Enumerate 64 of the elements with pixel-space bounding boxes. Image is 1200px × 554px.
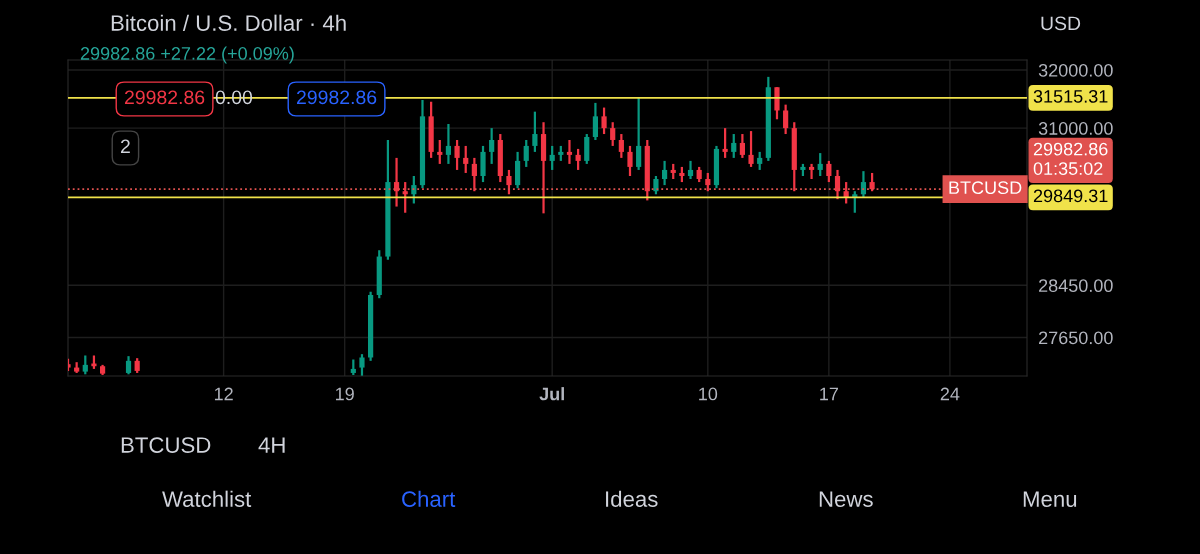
candlestick bbox=[748, 129, 754, 169]
chart-title: Bitcoin / U.S. Dollar · 4h bbox=[111, 14, 346, 31]
candlestick bbox=[808, 162, 815, 181]
text: Chart bbox=[402, 490, 456, 507]
candlestick bbox=[584, 132, 590, 166]
candlestick bbox=[463, 144, 469, 175]
annotation: 29982.86 bbox=[124, 90, 205, 105]
x-tick-label: 10 bbox=[699, 387, 718, 401]
candlestick bbox=[532, 110, 538, 154]
candlestick bbox=[739, 132, 745, 159]
candlestick bbox=[437, 138, 443, 166]
candlestick bbox=[610, 121, 616, 148]
candlestick bbox=[774, 86, 780, 121]
chart-subtitle: 29982.86 +27.22 (+0.09%) bbox=[80, 46, 294, 64]
x-tick-label: 17 bbox=[820, 387, 838, 401]
ref-line-label: 29849.31 bbox=[1033, 189, 1108, 203]
candlestick bbox=[869, 171, 875, 193]
text: Menu bbox=[1023, 491, 1077, 507]
candlestick bbox=[653, 174, 659, 196]
candlestick bbox=[783, 103, 789, 136]
candlestick bbox=[757, 150, 763, 172]
candlestick bbox=[549, 144, 555, 172]
candlestick bbox=[817, 151, 823, 178]
candlestick bbox=[618, 132, 624, 159]
x-tick-label: 24 bbox=[940, 387, 960, 401]
candlestick bbox=[627, 144, 633, 178]
annotation: BTCUSD bbox=[949, 181, 1022, 195]
candlestick bbox=[592, 101, 599, 142]
text: Watchlist bbox=[162, 490, 252, 507]
candlestick bbox=[471, 156, 477, 193]
annotation: 2 bbox=[120, 139, 130, 154]
ref-line-label: 31515.31 bbox=[1033, 89, 1108, 103]
candlestick bbox=[506, 168, 512, 196]
x-tick-label: Jul bbox=[539, 387, 564, 401]
candlestick bbox=[601, 106, 607, 136]
y-tick-label: 28450.00 bbox=[1039, 279, 1113, 293]
candlestick bbox=[575, 147, 581, 172]
candlestick bbox=[454, 138, 460, 172]
text: News bbox=[819, 491, 873, 507]
candlestick bbox=[636, 96, 642, 172]
text: USD bbox=[1041, 16, 1081, 31]
y-tick-label: 31000.00 bbox=[1038, 122, 1113, 135]
y-tick-label: 32000.00 bbox=[1038, 63, 1113, 77]
x-tick-label: 19 bbox=[336, 387, 354, 401]
candlestick bbox=[359, 353, 365, 376]
candlestick bbox=[687, 159, 694, 181]
annotation: 29982.86 bbox=[296, 90, 377, 105]
text: BTCUSD bbox=[121, 437, 211, 453]
candlestick bbox=[705, 171, 711, 193]
candlestick bbox=[661, 159, 668, 187]
x-tick-label: 12 bbox=[214, 387, 233, 401]
text: 4H bbox=[258, 437, 285, 453]
ref-line-label: 29982.86 01:35:02 bbox=[1033, 142, 1108, 175]
candlestick bbox=[722, 127, 728, 159]
candlestick bbox=[402, 180, 408, 214]
candlestick bbox=[523, 138, 529, 169]
candlestick bbox=[445, 122, 452, 166]
candlestick bbox=[731, 132, 737, 159]
candlestick bbox=[834, 168, 841, 201]
candlestick bbox=[566, 138, 573, 166]
text: Ideas bbox=[606, 490, 658, 507]
candlestick bbox=[489, 127, 495, 166]
candlestick bbox=[826, 159, 832, 184]
y-tick-label: 27650.00 bbox=[1039, 331, 1113, 345]
